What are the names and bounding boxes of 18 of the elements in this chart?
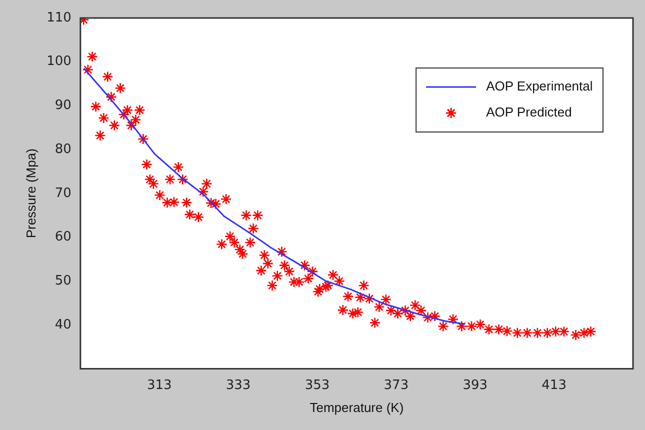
x-tick-label: 353 bbox=[304, 378, 330, 393]
y-tick-label: 110 bbox=[46, 10, 72, 26]
y-tick-label: 60 bbox=[54, 230, 72, 245]
x-tick-label: 393 bbox=[462, 378, 488, 393]
x-tick-label: 413 bbox=[542, 378, 566, 393]
x-axis-title: Temperature (K) bbox=[310, 400, 404, 415]
x-tick-label: 313 bbox=[146, 378, 172, 393]
x-tick-label: 373 bbox=[384, 378, 409, 393]
y-tick-label: 50 bbox=[54, 273, 72, 288]
y-axis-title: Pressure (Mpa) bbox=[23, 148, 38, 238]
y-tick-label: 80 bbox=[54, 142, 72, 157]
x-tick-label: 333 bbox=[226, 378, 251, 393]
y-tick-label: 70 bbox=[54, 186, 72, 201]
legend-label: AOP Experimental bbox=[486, 78, 593, 94]
y-tick-label: 90 bbox=[54, 98, 72, 114]
y-tick-label: 40 bbox=[54, 317, 72, 332]
y-tick-label: 100 bbox=[46, 54, 72, 70]
legend-label: AOP Predicted bbox=[486, 104, 572, 120]
